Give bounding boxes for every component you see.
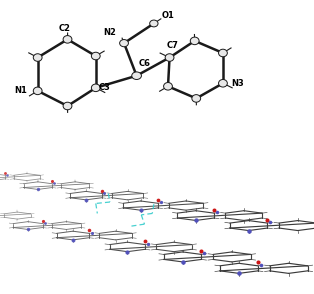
- Text: O1: O1: [162, 11, 175, 21]
- Ellipse shape: [165, 54, 174, 61]
- Ellipse shape: [219, 49, 227, 57]
- Text: C2: C2: [58, 24, 70, 33]
- Text: C6: C6: [138, 59, 150, 68]
- Ellipse shape: [63, 102, 72, 110]
- Ellipse shape: [33, 87, 42, 95]
- Ellipse shape: [33, 54, 42, 61]
- Ellipse shape: [91, 52, 100, 60]
- Ellipse shape: [132, 72, 141, 79]
- Text: N1: N1: [14, 86, 27, 95]
- Ellipse shape: [219, 79, 227, 87]
- Ellipse shape: [63, 36, 72, 43]
- Ellipse shape: [190, 37, 199, 45]
- Ellipse shape: [150, 20, 158, 27]
- Ellipse shape: [192, 95, 201, 102]
- Text: C7: C7: [166, 41, 178, 50]
- Ellipse shape: [164, 83, 172, 90]
- Text: N3: N3: [231, 79, 244, 88]
- Text: N2: N2: [103, 28, 116, 37]
- Text: C3: C3: [99, 83, 111, 92]
- Ellipse shape: [91, 84, 100, 92]
- Ellipse shape: [120, 40, 128, 47]
